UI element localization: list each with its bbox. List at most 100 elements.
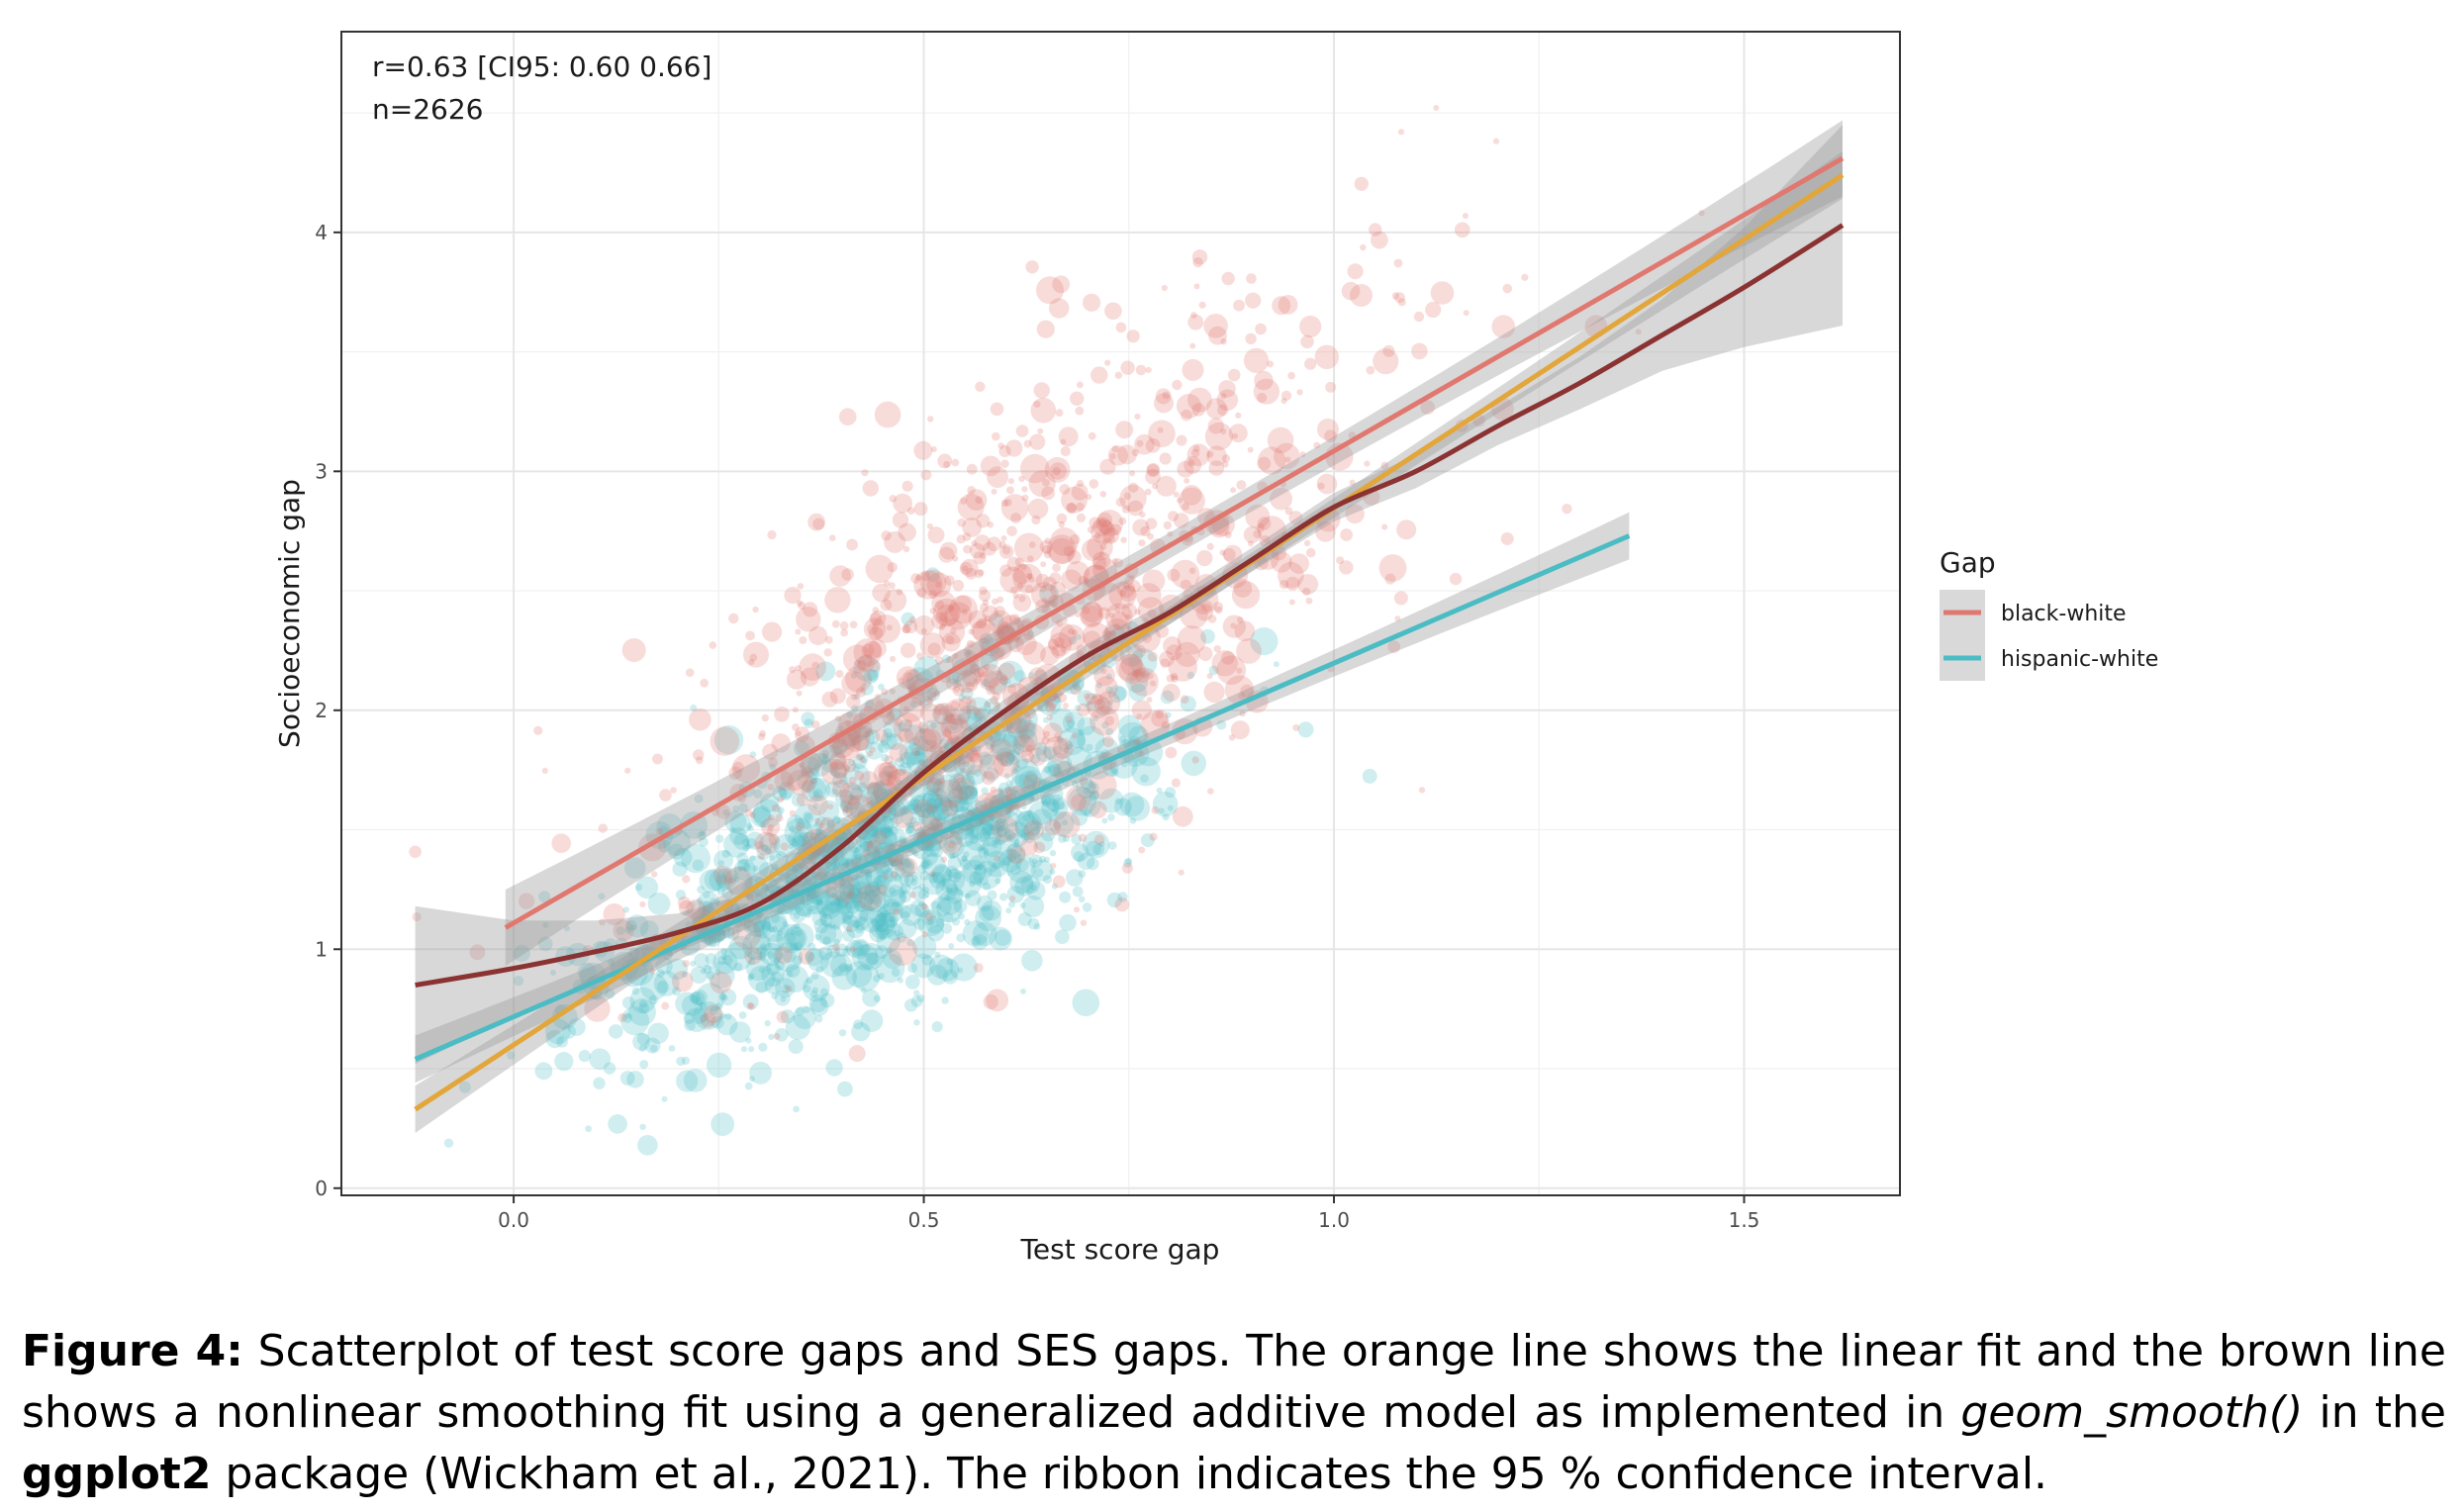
data-point-hispanic-white: [1071, 780, 1079, 788]
data-point-hispanic-white: [886, 947, 894, 954]
data-point-hispanic-white: [812, 791, 819, 798]
data-point-hispanic-white: [1059, 891, 1072, 903]
data-point-hispanic-white: [819, 913, 833, 927]
data-point-black-white: [1049, 298, 1070, 319]
data-point-hispanic-white: [668, 843, 685, 860]
data-point-black-white: [807, 513, 825, 531]
data-point-hispanic-white: [759, 821, 766, 828]
data-point-hispanic-white: [862, 841, 873, 852]
data-point-hispanic-white: [624, 1012, 631, 1019]
data-point-hispanic-white: [808, 835, 817, 845]
data-point-black-white: [867, 659, 881, 673]
caption-code: geom_smooth(): [1960, 1387, 2304, 1438]
data-point-hispanic-white: [846, 919, 865, 939]
data-point-black-white: [920, 469, 932, 481]
data-point-black-white: [972, 618, 997, 644]
data-point-black-white: [1012, 734, 1035, 757]
data-point-hispanic-white: [1028, 672, 1034, 679]
data-point-black-white: [971, 540, 978, 547]
data-point-hispanic-white: [922, 830, 929, 837]
data-point-black-white: [992, 431, 1000, 441]
data-point-hispanic-white: [904, 975, 920, 990]
data-point-hispanic-white: [826, 944, 840, 959]
data-point-hispanic-white: [778, 782, 796, 800]
data-point-hispanic-white: [882, 816, 889, 823]
data-point-hispanic-white: [883, 898, 900, 915]
data-point-hispanic-white: [1053, 696, 1062, 704]
data-point-hispanic-white: [681, 994, 704, 1016]
data-point-hispanic-white: [900, 762, 912, 775]
data-point-hispanic-white: [1020, 988, 1026, 994]
data-point-hispanic-white: [834, 898, 841, 906]
data-point-hispanic-white: [788, 1039, 804, 1055]
data-point-black-white: [1236, 667, 1243, 674]
data-point-hispanic-white: [1006, 870, 1013, 877]
data-point-hispanic-white: [1216, 719, 1227, 730]
data-point-hispanic-white: [538, 891, 551, 903]
legend: Gap black-white hispanic-white: [1940, 546, 2158, 681]
data-point-hispanic-white: [767, 947, 783, 963]
data-point-black-white: [1087, 525, 1094, 533]
data-point-hispanic-white: [745, 831, 764, 850]
data-point-hispanic-white: [894, 874, 901, 883]
data-point-black-white: [973, 551, 987, 565]
data-point-black-white: [1041, 486, 1055, 501]
data-point-hispanic-white: [513, 976, 524, 987]
data-point-black-white: [951, 458, 960, 467]
data-point-hispanic-white: [729, 1021, 751, 1043]
data-point-black-white: [842, 807, 849, 814]
data-point-hispanic-white: [834, 895, 849, 908]
data-point-black-white: [785, 985, 793, 993]
data-point-black-white: [1097, 607, 1110, 619]
data-point-hispanic-white: [1019, 902, 1026, 908]
data-point-black-white: [944, 713, 956, 724]
data-point-black-white: [1107, 445, 1129, 466]
data-point-hispanic-white: [950, 852, 957, 860]
data-point-hispanic-white: [1058, 802, 1066, 810]
data-point-hispanic-white: [942, 969, 958, 985]
data-point-black-white: [824, 635, 833, 644]
data-point-black-white: [848, 776, 857, 785]
data-point-black-white: [1120, 536, 1127, 543]
data-point-black-white: [1195, 604, 1214, 621]
data-point-hispanic-white: [1071, 808, 1089, 826]
data-point-hispanic-white: [995, 827, 1006, 838]
data-point-black-white: [1046, 713, 1053, 720]
data-point-black-white: [883, 589, 907, 613]
data-point-hispanic-white: [921, 849, 938, 866]
data-point-hispanic-white: [752, 921, 765, 933]
data-point-black-white: [1191, 249, 1208, 265]
data-point-black-white: [944, 575, 955, 586]
data-point-hispanic-white: [985, 742, 994, 750]
data-point-black-white: [1102, 735, 1114, 748]
data-point-black-white: [1047, 595, 1060, 607]
data-point-hispanic-white: [832, 857, 842, 867]
data-point-hispanic-white: [795, 929, 803, 937]
data-point-hispanic-white: [1049, 708, 1075, 734]
data-point-hispanic-white: [638, 1044, 647, 1052]
data-point-hispanic-white: [843, 763, 871, 791]
data-point-black-white: [1162, 391, 1171, 400]
data-point-hispanic-white: [815, 828, 823, 835]
data-point-hispanic-white: [629, 924, 637, 931]
data-point-black-white: [1184, 456, 1202, 474]
data-point-hispanic-white: [744, 1082, 753, 1090]
data-point-hispanic-white: [849, 787, 863, 801]
data-point-hispanic-white: [689, 992, 701, 1003]
data-point-black-white: [974, 667, 985, 678]
data-point-black-white: [866, 782, 884, 800]
data-point-hispanic-white: [1040, 795, 1052, 806]
data-point-black-white: [848, 729, 860, 741]
data-point-hispanic-white: [883, 825, 892, 834]
data-point-hispanic-white: [1002, 731, 1019, 748]
data-point-hispanic-white: [1021, 825, 1032, 835]
data-point-black-white: [1393, 258, 1403, 268]
data-point-hispanic-white: [983, 698, 1000, 715]
data-point-black-white: [1387, 640, 1401, 653]
data-point-hispanic-white: [928, 954, 954, 979]
data-point-black-white: [1088, 431, 1096, 440]
data-point-hispanic-white: [755, 893, 763, 899]
data-point-hispanic-white: [990, 816, 1005, 832]
data-point-black-white: [965, 748, 980, 762]
data-point-black-white: [995, 646, 1006, 658]
